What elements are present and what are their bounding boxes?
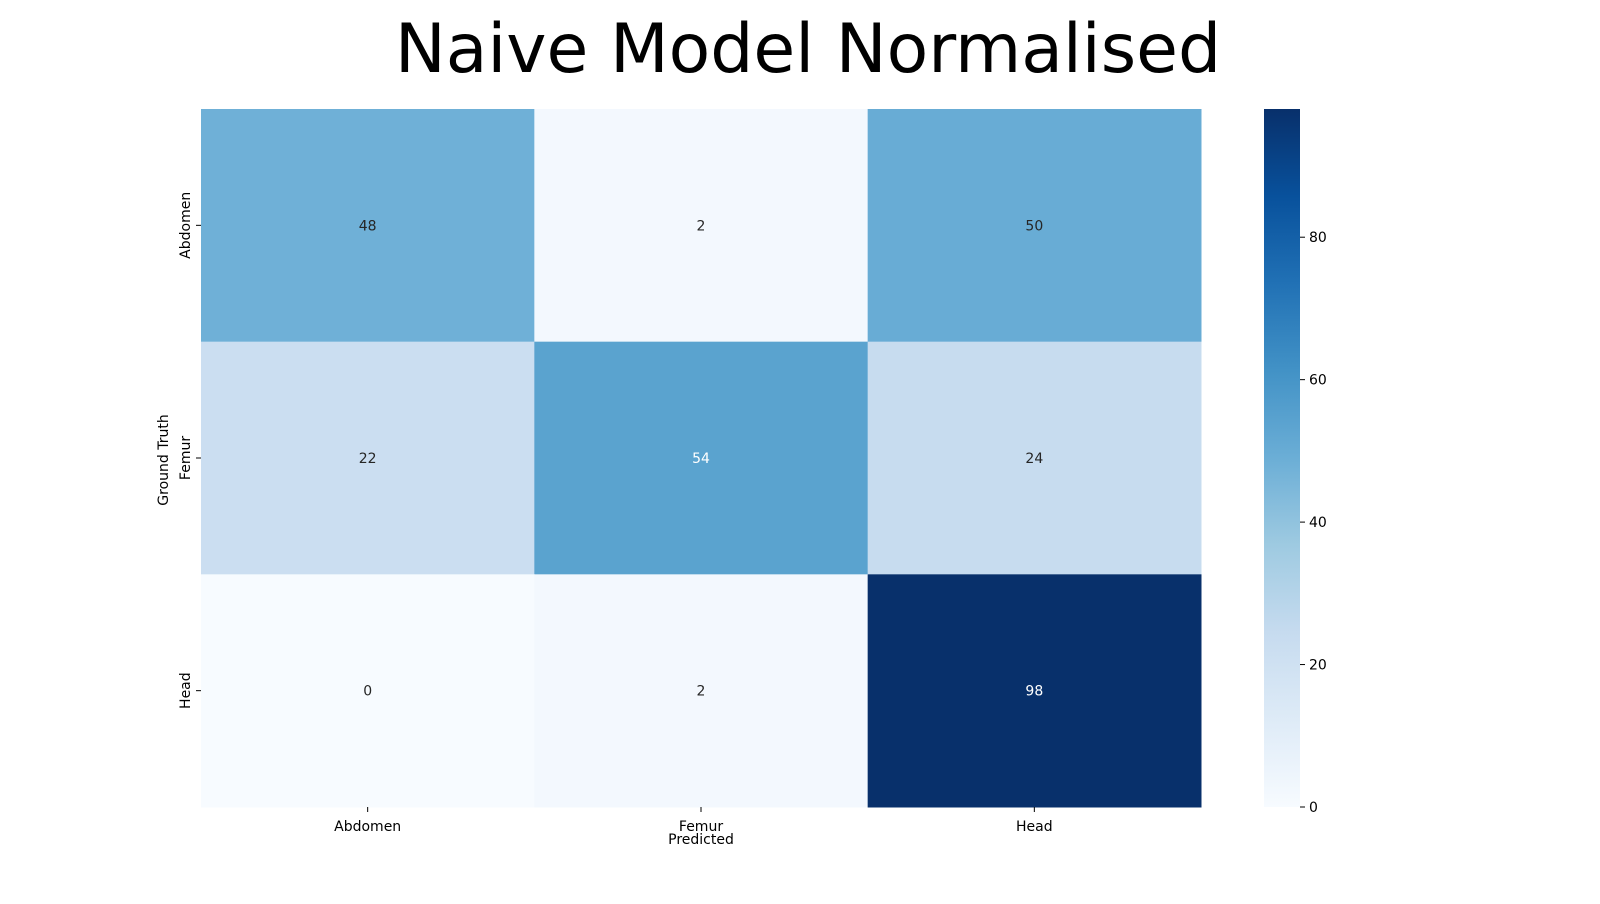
x-axis-ticks: Abdomen Femur Head <box>334 807 1053 835</box>
heatmap-cell <box>534 109 869 343</box>
heatmap-cell <box>201 341 535 575</box>
heatmap-cell-labels: 48 2 50 22 54 24 0 2 98 <box>359 218 1044 699</box>
cell-value-label: 50 <box>1025 218 1043 234</box>
y-tick-label: Head <box>178 672 194 709</box>
cell-value-label: 54 <box>692 451 710 467</box>
x-tick-label: Femur <box>679 819 723 835</box>
cell-value-label: 22 <box>359 451 377 467</box>
y-axis-ticks: Abdomen Femur Head <box>178 192 201 709</box>
cell-value-label: 2 <box>697 684 706 700</box>
y-tick-label: Abdomen <box>178 192 194 259</box>
colorbar-tick-label: 80 <box>1309 230 1327 246</box>
heatmap-cell <box>867 341 1202 575</box>
chart-title: Naive Model Normalised <box>395 10 1221 89</box>
cell-value-label: 48 <box>359 218 377 234</box>
heatmap-cell <box>534 574 869 808</box>
cell-value-label: 2 <box>697 218 706 234</box>
x-tick-label: Abdomen <box>334 819 401 835</box>
y-tick-label: Femur <box>178 436 194 480</box>
colorbar <box>1264 109 1300 807</box>
x-tick-label: Head <box>1016 819 1053 835</box>
y-axis-label: Ground Truth <box>156 414 172 505</box>
cell-value-label: 24 <box>1025 451 1043 467</box>
colorbar-tick-label: 20 <box>1309 658 1327 674</box>
cell-value-label: 0 <box>363 684 372 700</box>
colorbar-tick-label: 0 <box>1309 800 1318 816</box>
heatmap-cells <box>201 109 1202 808</box>
heatmap-cell <box>867 109 1202 343</box>
colorbar-tick-label: 60 <box>1309 373 1327 389</box>
x-axis-label: Predicted <box>668 832 734 848</box>
heatmap-cell <box>201 109 535 343</box>
cell-value-label: 98 <box>1025 684 1043 700</box>
colorbar-ticks: 0 20 40 60 80 <box>1300 230 1327 816</box>
heatmap-cell <box>867 574 1202 808</box>
heatmap-cell <box>534 341 869 575</box>
heatmap-cell <box>201 574 535 808</box>
colorbar-tick-label: 40 <box>1309 515 1327 531</box>
